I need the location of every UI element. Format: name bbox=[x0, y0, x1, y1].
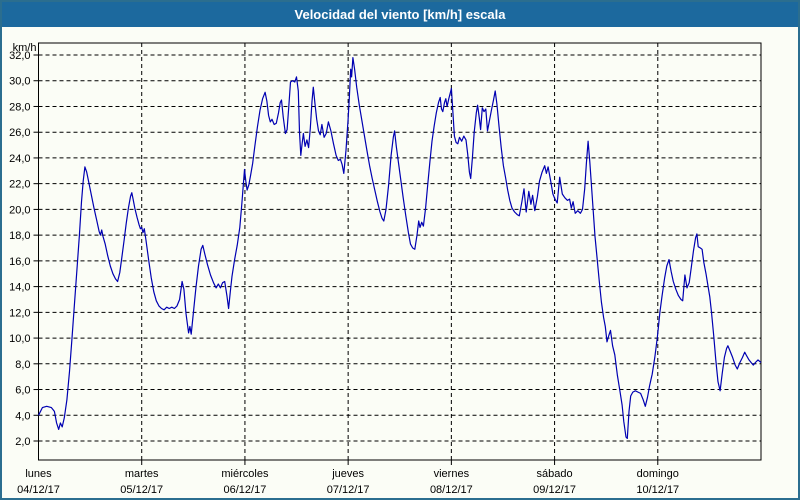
x-day-date: 06/12/17 bbox=[224, 484, 267, 496]
x-day-name: sábado bbox=[537, 468, 573, 480]
x-day-date: 10/12/17 bbox=[636, 484, 679, 496]
y-tick-label: 24,0 bbox=[9, 153, 30, 165]
chart-title-bar: Velocidad del viento [km/h] escala bbox=[2, 2, 798, 27]
y-tick-label: 2,0 bbox=[15, 436, 30, 448]
axes bbox=[33, 42, 762, 465]
y-tick-label: 6,0 bbox=[15, 385, 30, 397]
y-tick-label: 16,0 bbox=[9, 256, 30, 268]
wind-speed-line bbox=[37, 56, 762, 439]
x-day-date: 05/12/17 bbox=[120, 484, 163, 496]
y-tick-label: 18,0 bbox=[9, 230, 30, 242]
axis-labels: 2,0 4,0 6,0 8,0 10,0 12,0 14,0 16,0 18,0 20,0 22,0… bbox=[9, 42, 679, 496]
plot-border bbox=[38, 42, 762, 461]
y-tick-label: 14,0 bbox=[9, 282, 30, 294]
x-day-name: lunes bbox=[25, 468, 52, 480]
y-tick-label: 30,0 bbox=[9, 76, 30, 88]
x-day-date: 07/12/17 bbox=[327, 484, 370, 496]
y-tick-label: 32,0 bbox=[9, 50, 30, 62]
x-day-name: domingo bbox=[637, 468, 679, 480]
y-tick-label: 8,0 bbox=[15, 359, 30, 371]
y-tick-label: 20,0 bbox=[9, 204, 30, 216]
x-day-date: 08/12/17 bbox=[430, 484, 473, 496]
y-tick-label: 28,0 bbox=[9, 101, 30, 113]
y-axis-unit-label: km/h bbox=[13, 42, 37, 54]
x-day-date: 09/12/17 bbox=[533, 484, 576, 496]
y-tick-label: 12,0 bbox=[9, 307, 30, 319]
x-day-name: miércoles bbox=[221, 468, 269, 480]
y-tick-label: 4,0 bbox=[15, 410, 30, 422]
x-day-name: viernes bbox=[434, 468, 470, 480]
x-day-name: jueves bbox=[331, 468, 364, 480]
gridlines bbox=[38, 43, 761, 460]
x-day-name: martes bbox=[125, 468, 159, 480]
x-day-date: 04/12/17 bbox=[17, 484, 60, 496]
y-tick-label: 26,0 bbox=[9, 127, 30, 139]
y-tick-label: 22,0 bbox=[9, 179, 30, 191]
y-tick-label: 10,0 bbox=[9, 333, 30, 345]
